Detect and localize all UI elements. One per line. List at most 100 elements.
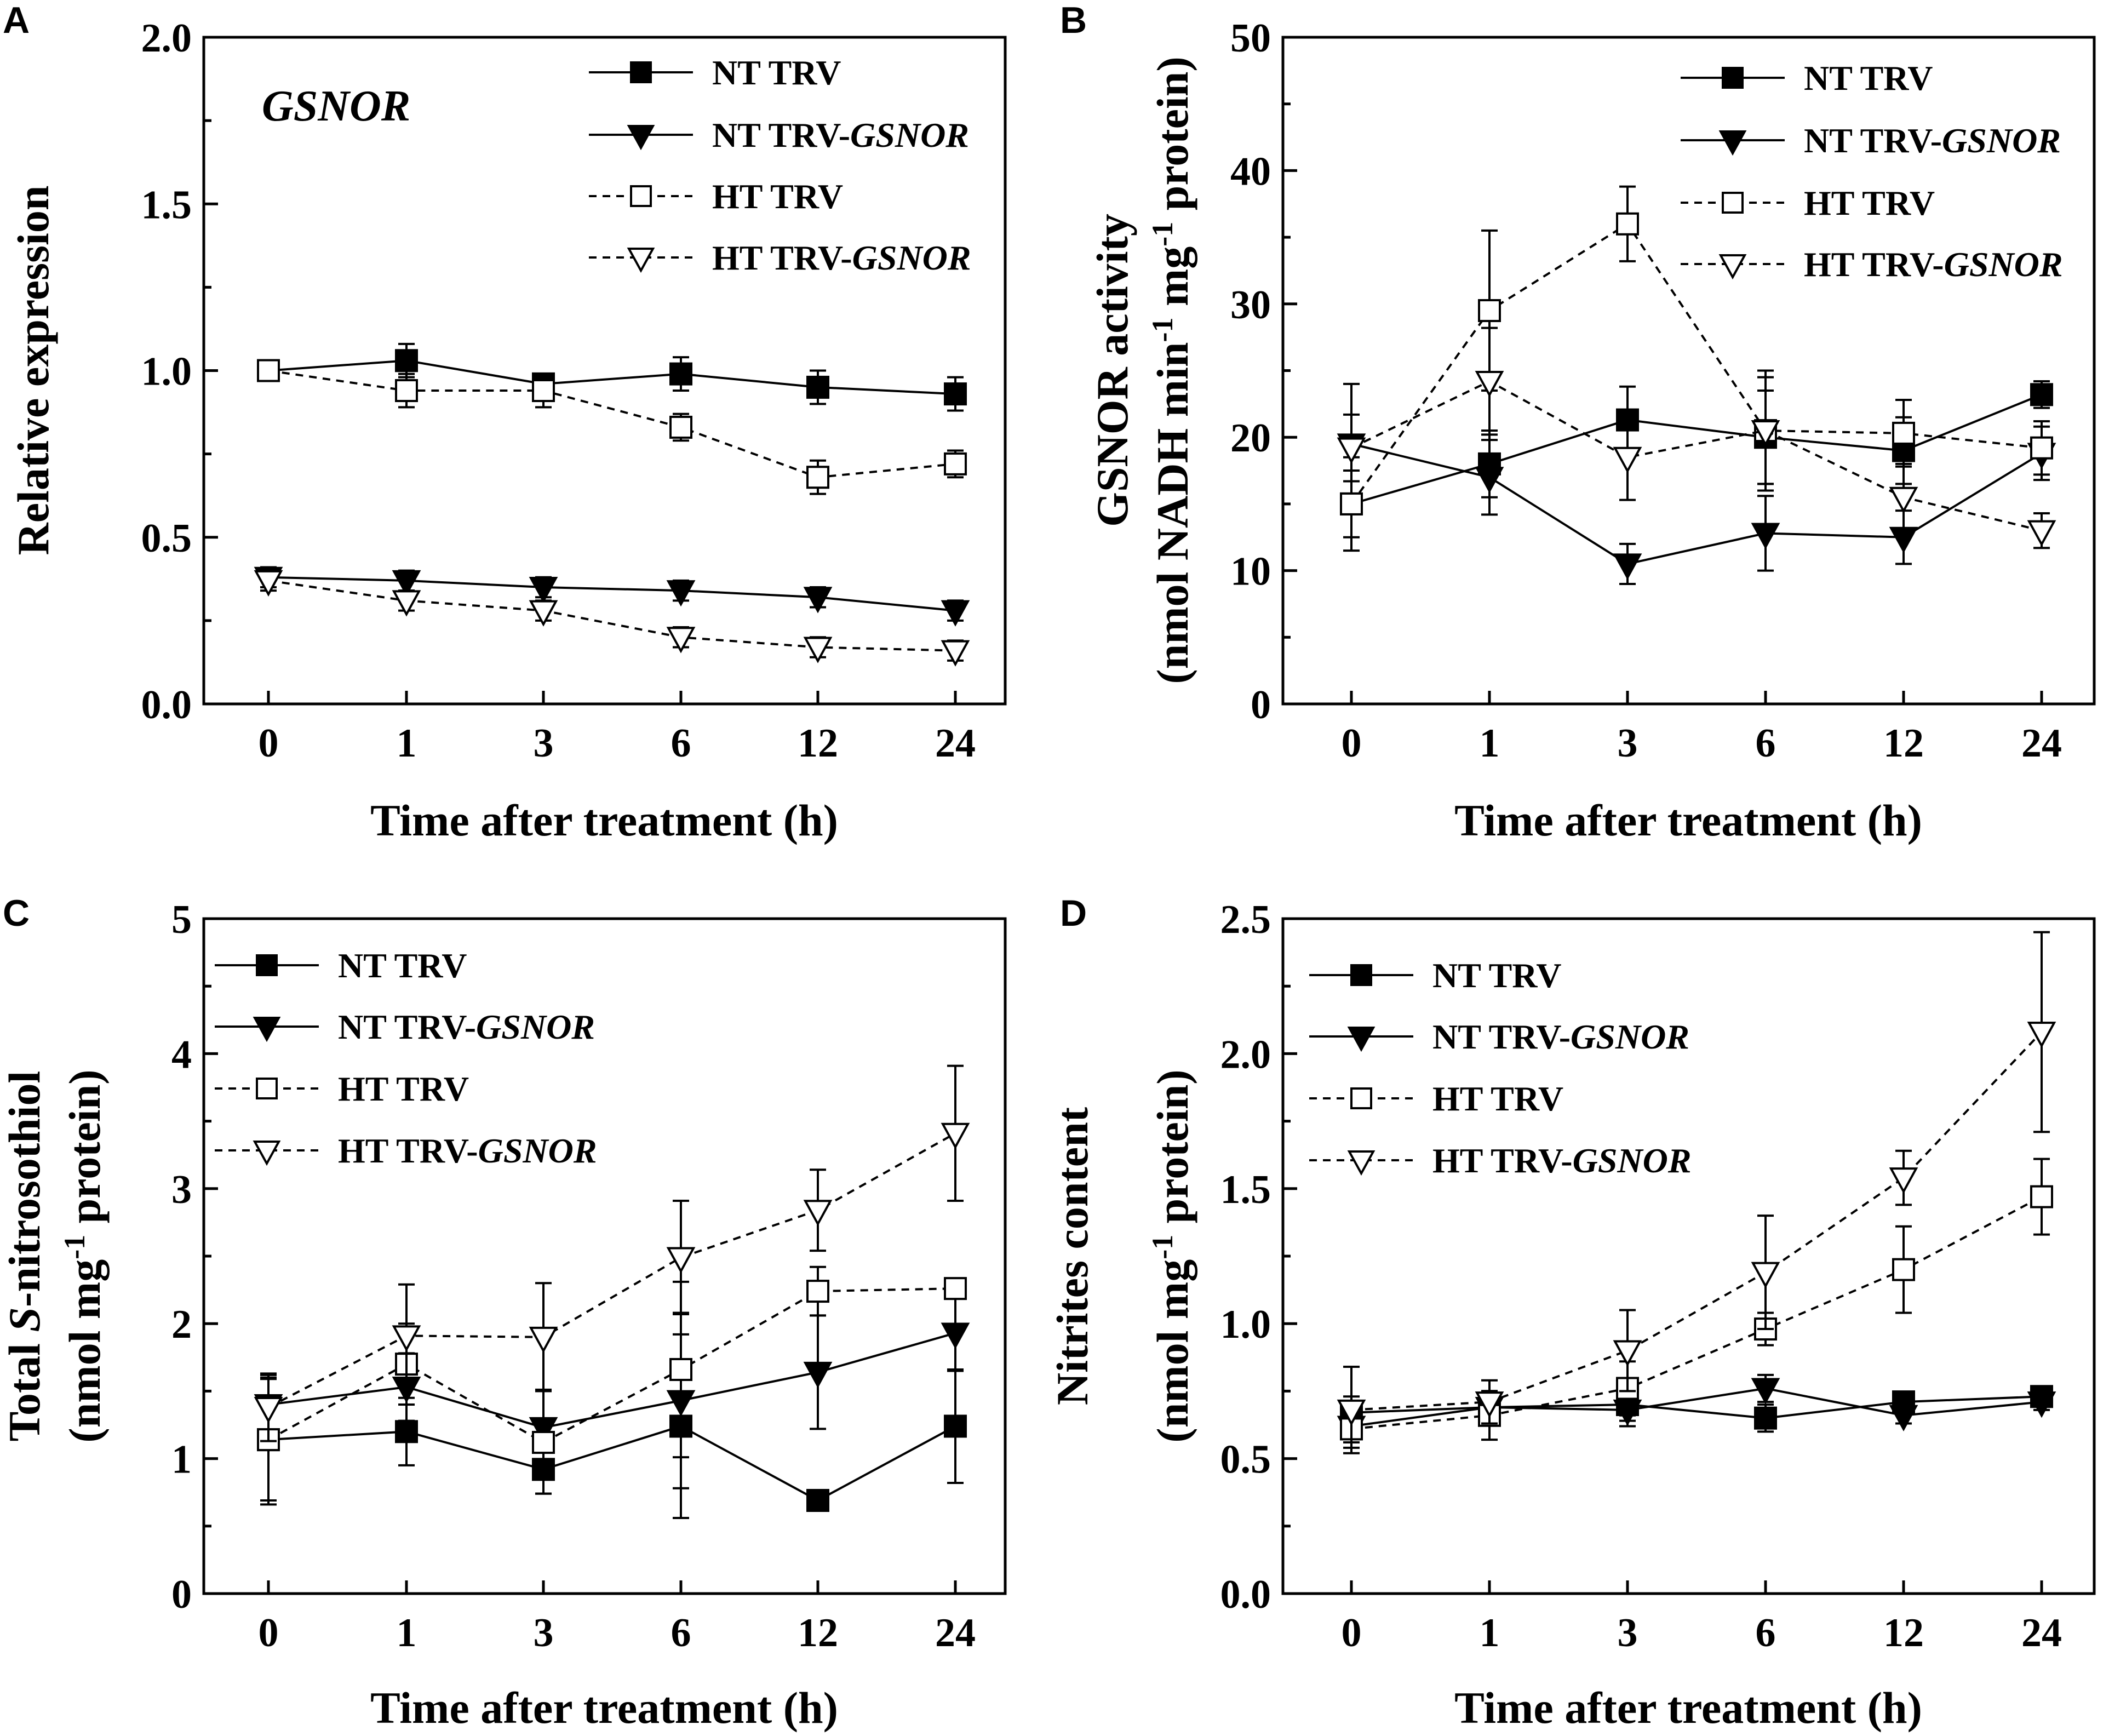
data-point-d-3 xyxy=(1889,1167,1918,1194)
data-point-b-1 xyxy=(1475,467,1504,494)
data-point-d-2 xyxy=(2030,1185,2053,1208)
legend-c: NT TRV NT TRV-GSNOR HT TRV HT TRV-GSNOR xyxy=(215,946,597,1170)
data-point-a-2 xyxy=(395,379,418,403)
data-point-c-3 xyxy=(803,1200,833,1227)
data-point-a-1 xyxy=(392,570,421,597)
legend-marker-b xyxy=(1722,67,1744,89)
x-tick-label-d: 6 xyxy=(1756,1611,1776,1655)
data-point-a-3 xyxy=(529,600,558,627)
data-point-b-3 xyxy=(2027,520,2056,547)
y-tick-label-b: 20 xyxy=(1230,416,1271,461)
x-tick-label-a: 12 xyxy=(798,721,838,766)
legend-label-b: NT TRV xyxy=(1804,59,1933,98)
x-tick-label-b: 0 xyxy=(1342,721,1362,766)
y-tick-label-c: 0 xyxy=(171,1572,192,1617)
x-tick-label-d: 24 xyxy=(2021,1611,2062,1655)
data-point-c-1 xyxy=(803,1361,833,1389)
legend-label-c: NT TRV xyxy=(338,946,467,985)
legend-marker-a xyxy=(627,248,655,273)
legend-d: NT TRV NT TRV-GSNOR HT TRV HT TRV-GSNOR xyxy=(1309,956,1692,1180)
data-point-d-3 xyxy=(2027,1021,2056,1049)
y-axis-label-b-line1: GSNOR activity xyxy=(1087,214,1137,527)
x-tick-label-b: 6 xyxy=(1756,721,1776,766)
y-axis-a: 0.0 0.5 1.0 1.5 2.0 xyxy=(141,16,218,727)
data-point-d-3 xyxy=(1751,1262,1780,1288)
y-axis-b: 0 10 20 30 40 50 xyxy=(1230,16,1297,727)
legend-label-d: NT TRV xyxy=(1432,956,1561,995)
legend-label-b: HT TRV-GSNOR xyxy=(1804,245,2063,284)
x-tick-label-c: 3 xyxy=(534,1611,554,1655)
series-line-b-2 xyxy=(1350,222,2042,505)
data-point-b-2 xyxy=(1478,299,1501,322)
legend-a: NT TRV NT TRV-GSNOR HT TRV HT TRV-GSNOR xyxy=(589,53,971,277)
data-point-b-1 xyxy=(1751,523,1780,549)
data-point-b-0 xyxy=(2030,383,2053,406)
legend-label-b: NT TRV-GSNOR xyxy=(1804,121,2061,160)
series-d xyxy=(1337,931,2056,1454)
legend-marker-b xyxy=(1718,130,1747,156)
x-tick-label-b: 3 xyxy=(1618,721,1638,766)
data-point-d-3 xyxy=(1613,1340,1642,1367)
y-axis-label-b-line2: (nmol NADH min-1 mg-1 protein) xyxy=(1146,56,1197,684)
data-point-b-1 xyxy=(1613,553,1642,580)
data-point-a-2 xyxy=(532,379,555,403)
data-point-b-2 xyxy=(1892,421,1915,445)
y-tick-label-d: 2.5 xyxy=(1220,897,1271,942)
series-line-a-1 xyxy=(268,576,956,612)
panel-d: D 0.0 0.5 1.0 1.5 2.0 2.5 0 1 3 6 12 24 Time after… xyxy=(1047,892,2096,1733)
data-point-a-3 xyxy=(803,637,833,663)
legend-label-a: NT TRV-GSNOR xyxy=(712,116,969,154)
y-tick-label-b: 30 xyxy=(1230,283,1271,328)
data-point-c-3 xyxy=(941,1122,970,1149)
data-point-b-2 xyxy=(1616,212,1639,236)
legend-label-c: NT TRV-GSNOR xyxy=(338,1007,595,1046)
y-axis-label-d-line2: (nmol mg-1 protein) xyxy=(1146,1069,1197,1442)
plot-frame-c xyxy=(202,917,1007,1595)
data-point-c-0 xyxy=(944,1414,967,1438)
series-line-b-0 xyxy=(1351,393,2042,505)
legend-marker-c xyxy=(256,954,278,976)
series-line-d-0 xyxy=(1351,1395,2042,1419)
y-tick-label-d: 1.5 xyxy=(1220,1167,1271,1212)
panel-letter-a: A xyxy=(3,0,30,41)
x-tick-label-b: 1 xyxy=(1480,721,1500,766)
x-axis-d: 0 1 3 6 12 24 xyxy=(1342,1580,2062,1655)
legend-marker-d xyxy=(1347,1150,1376,1176)
data-point-d-3 xyxy=(1337,1399,1366,1426)
data-point-a-3 xyxy=(392,590,421,617)
data-point-b-3 xyxy=(1613,446,1642,473)
panel-b: B 0 10 20 30 40 50 0 1 3 6 12 24 Time after treatm… xyxy=(1060,0,2096,845)
y-tick-label-c: 4 xyxy=(171,1032,192,1077)
data-point-a-1 xyxy=(666,580,696,607)
data-point-a-0 xyxy=(806,375,829,399)
series-line-c-3 xyxy=(268,1132,956,1408)
series-line-d-2 xyxy=(1351,1195,2042,1430)
y-axis-label-a: Relative expression xyxy=(8,186,58,555)
legend-marker-d xyxy=(1350,1087,1372,1109)
y-axis-label-c-line1: Total S-nitrosothiol xyxy=(0,1071,49,1442)
legend-label-b: HT TRV xyxy=(1804,184,1935,222)
data-point-a-3 xyxy=(941,640,970,667)
data-point-a-3 xyxy=(254,570,283,597)
data-point-d-1 xyxy=(1751,1378,1780,1405)
data-point-b-2 xyxy=(1340,492,1363,515)
x-tick-label-c: 0 xyxy=(259,1611,279,1655)
y-tick-label-c: 5 xyxy=(171,897,192,942)
x-tick-label-c: 6 xyxy=(671,1611,691,1655)
legend-marker-c xyxy=(253,1141,281,1166)
data-point-a-3 xyxy=(666,627,696,654)
y-tick-label-a: 0.0 xyxy=(141,683,192,727)
data-point-d-1 xyxy=(1889,1405,1918,1431)
data-point-c-0 xyxy=(395,1420,418,1443)
y-tick-label-d: 0.5 xyxy=(1220,1437,1271,1482)
x-tick-label-c: 24 xyxy=(935,1611,976,1655)
data-point-a-2 xyxy=(669,415,692,439)
legend-label-a: NT TRV xyxy=(712,53,841,92)
legend-marker-a xyxy=(630,185,652,207)
data-point-b-2 xyxy=(2030,436,2053,460)
legend-marker-d xyxy=(1347,1027,1376,1052)
legend-label-a: HT TRV xyxy=(712,177,843,216)
x-tick-label-a: 1 xyxy=(397,721,417,766)
